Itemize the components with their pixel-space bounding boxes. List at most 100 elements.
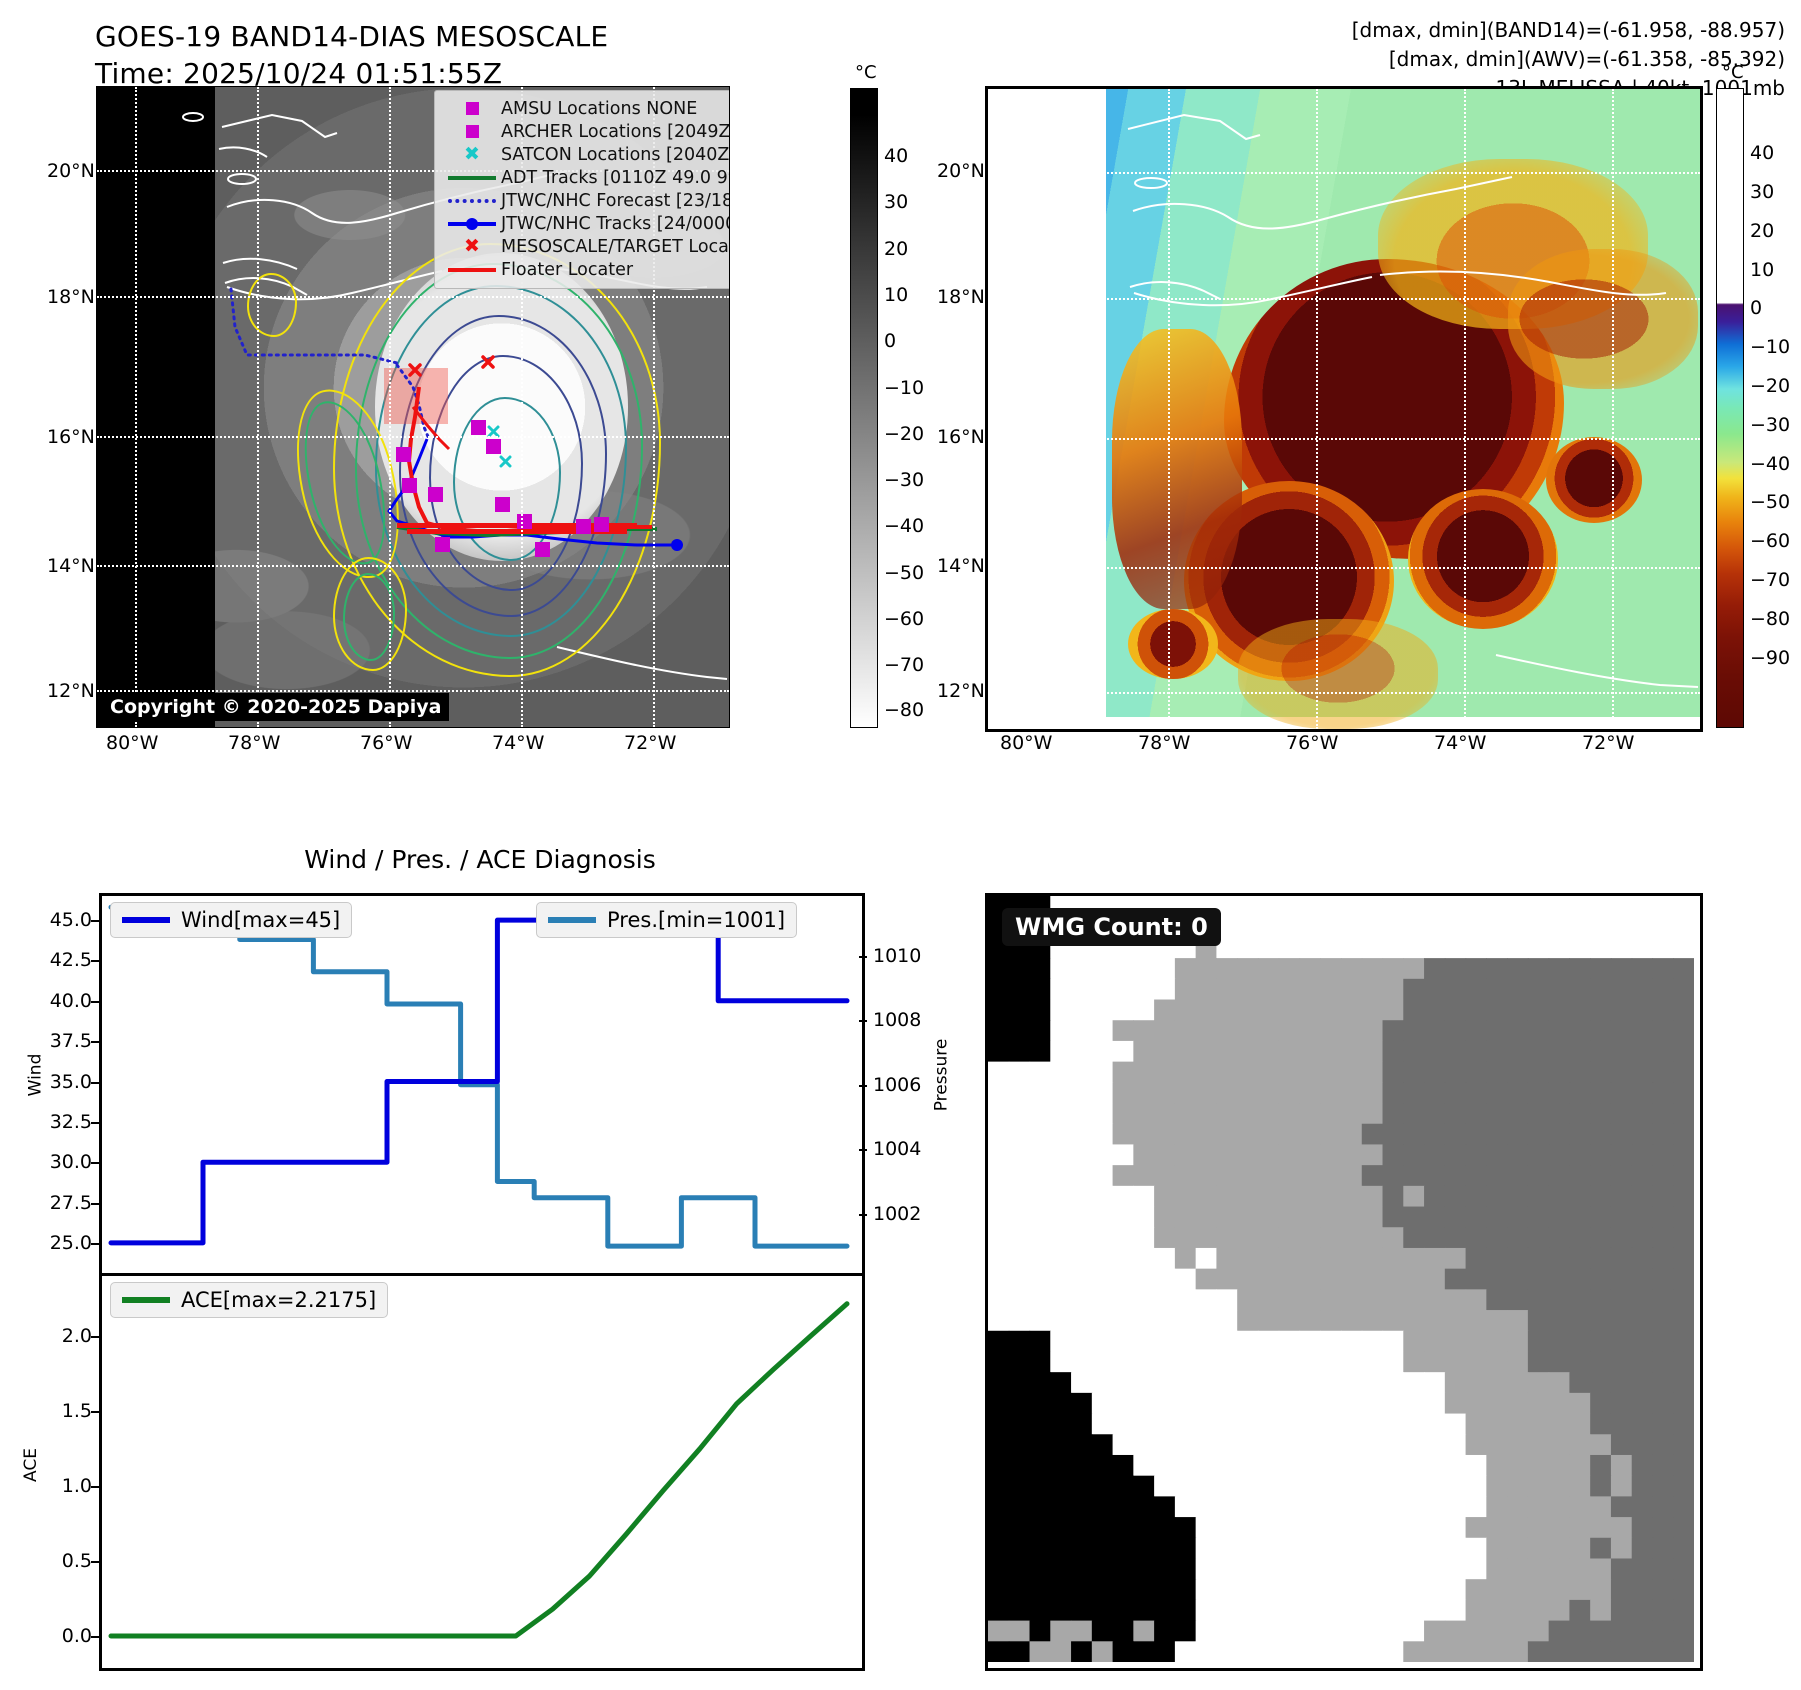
x-marker-icon: ✖ (464, 235, 480, 257)
ir-grayscale-map[interactable]: Copyright © 2020-2025 Dapiya AMSU Locati… (96, 86, 730, 728)
wind-pressure-chart[interactable]: Wind[max=45] Pres.[min=1001] (99, 893, 865, 1276)
grid-line-vertical (1168, 89, 1170, 729)
pressure-tick-label: 1002 (873, 1202, 922, 1225)
lat-label: 12°N (937, 680, 985, 702)
axis-tick (91, 1336, 99, 1339)
grid-line-horizontal (988, 567, 1700, 569)
colorbar-tick: −50 (884, 561, 925, 584)
grid-line-horizontal (97, 170, 729, 172)
legend-item-floater-locater[interactable]: Floater Locater (443, 258, 729, 281)
lat-label: 14°N (47, 555, 95, 577)
grid-line-horizontal (97, 296, 729, 298)
grid-line-horizontal (988, 692, 1700, 694)
lon-label: 74°W (492, 732, 545, 754)
satellite-timestamp: Time: 2025/10/24 01:51:55Z (95, 57, 503, 91)
pressure-axis-title: Pressure (931, 1038, 952, 1112)
legend-item-jtwc-tracks[interactable]: JTWC/NHC Tracks [24/0000Z] (443, 212, 730, 235)
grid-line-vertical (135, 87, 137, 727)
top-left-title-block: GOES-19 BAND14-DIAS MESOSCALE Time: 2025… (95, 18, 608, 92)
grid-line-horizontal (97, 436, 729, 438)
x-marker-icon: ✖ (464, 143, 480, 165)
pressure-legend[interactable]: Pres.[min=1001] (536, 902, 798, 938)
legend-label: MESOSCALE/TARGET Location (501, 236, 729, 257)
colorbar-tick: −10 (884, 376, 925, 399)
colorbar-tick: 10 (884, 284, 909, 307)
ace-chart[interactable]: ACE[max=2.2175] (99, 1273, 865, 1671)
legend-item-adt-tracks[interactable]: ADT Tracks [0110Z 49.0 994.2] (443, 166, 729, 189)
axis-tick (91, 1242, 99, 1245)
wind-tick-label: 45.0 (49, 909, 92, 932)
pressure-tick-label: 1006 (873, 1073, 922, 1096)
lat-label: 20°N (937, 160, 985, 182)
dotted-line-icon (443, 198, 501, 203)
lat-label: 14°N (937, 555, 985, 577)
legend-item-archer[interactable]: ARCHER Locations [2049Z] (443, 120, 730, 143)
ir-contour-ring (399, 315, 607, 617)
ir-contour-ring (333, 557, 407, 671)
convective-band (1238, 619, 1438, 729)
legend-item-jtwc-forecast[interactable]: JTWC/NHC Forecast [23/1800Z] (443, 189, 729, 212)
legend-label: ARCHER Locations [2049Z] (501, 121, 730, 142)
lat-label: 16°N (47, 426, 95, 448)
lat-label: 16°N (937, 426, 985, 448)
ace-tick-label: 1.5 (61, 1400, 92, 1423)
wind-tick-label: 42.5 (49, 949, 92, 972)
colorbar-tick: 30 (1750, 180, 1775, 203)
legend-item-amsu[interactable]: AMSU Locations NONE (443, 97, 729, 120)
grid-line-horizontal (97, 565, 729, 567)
axis-tick (91, 1202, 99, 1205)
axis-tick (91, 1162, 99, 1165)
colorbar-tick: −90 (1750, 647, 1791, 670)
convective-cell (1128, 609, 1218, 679)
lon-label: 74°W (1434, 732, 1487, 754)
colorbar-tick: −80 (884, 698, 925, 721)
ir-contour-ring (343, 573, 395, 661)
map-legend[interactable]: AMSU Locations NONE ARCHER Locations [20… (434, 90, 730, 289)
ir-grayscale-colorbar[interactable]: 40 30 20 10 0 −10 −20 −30 −40 −50 −60 −7… (850, 88, 924, 728)
pressure-tick-label: 1010 (873, 944, 922, 967)
axis-tick (859, 955, 867, 958)
solid-line-icon (443, 175, 501, 180)
ir-contour-ring (429, 355, 583, 591)
axis-tick (91, 1000, 99, 1003)
satellite-product-title: GOES-19 BAND14-DIAS MESOSCALE (95, 20, 609, 53)
colorbar-tick: −30 (884, 469, 925, 492)
lon-label: 78°W (1138, 732, 1191, 754)
solid-line-icon (443, 267, 501, 272)
legend-item-satcon[interactable]: ✖ SATCON Locations [2040Z 46 994] (443, 143, 729, 166)
wind-tick-label: 40.0 (49, 989, 92, 1012)
colorbar-tick: 0 (884, 330, 897, 352)
enhanced-ir-map[interactable] (985, 86, 1703, 732)
line-with-dot-icon (443, 217, 501, 230)
grid-line-horizontal (988, 172, 1700, 174)
colorbar-tick: 40 (1750, 141, 1775, 164)
colorbar-unit-left: °C (855, 62, 877, 83)
legend-item-mesoscale-target[interactable]: ✖ MESOSCALE/TARGET Location (443, 235, 729, 258)
colorbar-tick: −60 (1750, 530, 1791, 553)
lon-label: 72°W (624, 732, 677, 754)
lon-label: 76°W (360, 732, 413, 754)
wind-legend[interactable]: Wind[max=45] (110, 902, 353, 938)
pressure-legend-label: Pres.[min=1001] (607, 908, 786, 932)
ace-series (108, 1301, 850, 1639)
lat-label: 18°N (937, 286, 985, 308)
ace-legend[interactable]: ACE[max=2.2175] (110, 1282, 389, 1318)
wind-legend-label: Wind[max=45] (181, 908, 341, 932)
colorbar-tick: −20 (884, 422, 925, 445)
ace-tick-label: 0.5 (61, 1550, 92, 1573)
grid-line-horizontal (988, 438, 1700, 440)
ir-contour-ring (453, 397, 561, 561)
grid-line-horizontal (988, 298, 1700, 300)
coastline-overlay (1127, 113, 1699, 688)
ace-legend-label: ACE[max=2.2175] (181, 1288, 377, 1312)
axis-tick (859, 1149, 867, 1152)
enhanced-ir-colorbar[interactable]: 40 30 20 10 0 −10 −20 −30 −40 −50 −60 −7… (1716, 88, 1790, 728)
legend-label: JTWC/NHC Tracks [24/0000Z] (501, 213, 730, 234)
no-data-region (97, 87, 215, 727)
colorbar-tick: 20 (1750, 219, 1775, 242)
wind-tick-label: 25.0 (49, 1231, 92, 1254)
colorbar-tick: −70 (884, 654, 925, 677)
wmg-mask-map[interactable]: WMG Count: 0 (985, 893, 1703, 1671)
legend-label: ADT Tracks [0110Z 49.0 994.2] (501, 167, 729, 188)
lon-label: 78°W (228, 732, 281, 754)
